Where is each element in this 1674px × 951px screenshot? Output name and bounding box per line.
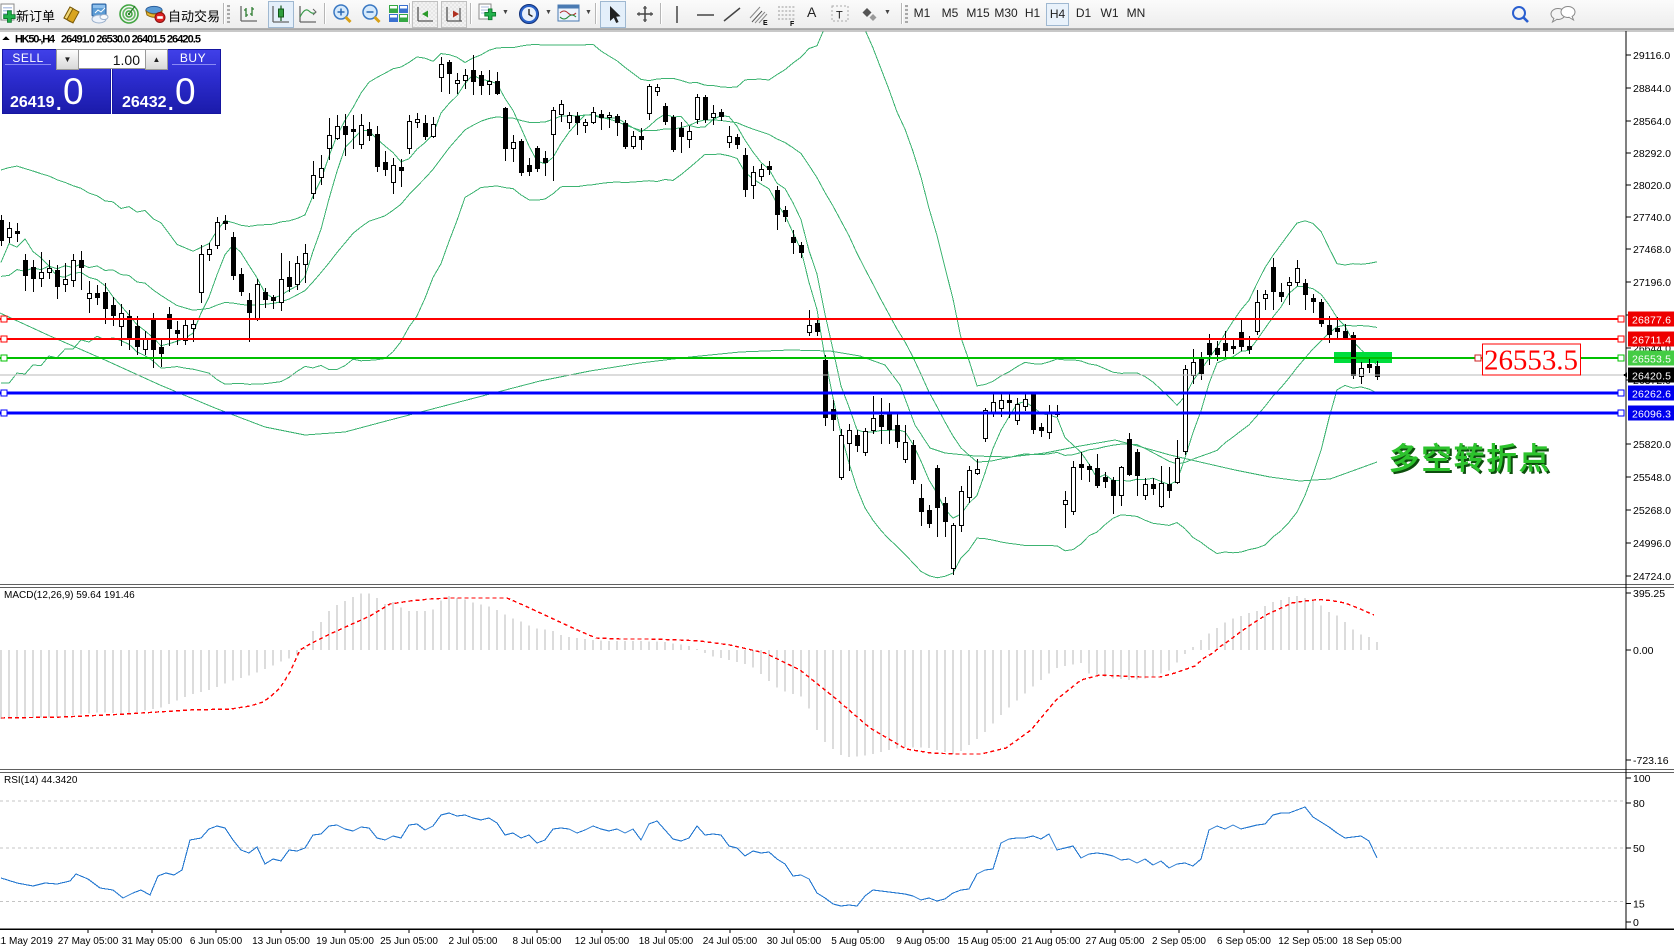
- svg-text:0: 0: [1633, 917, 1639, 929]
- svg-text:6 Jun 05:00: 6 Jun 05:00: [190, 936, 243, 947]
- svg-text:30 Jul 05:00: 30 Jul 05:00: [767, 936, 822, 947]
- svg-text:12 Sep 05:00: 12 Sep 05:00: [1278, 936, 1338, 947]
- svg-text:27196.0: 27196.0: [1633, 277, 1671, 289]
- svg-text:2 Jul 05:00: 2 Jul 05:00: [449, 936, 498, 947]
- svg-text:25820.0: 25820.0: [1633, 439, 1671, 451]
- svg-text:26096.3: 26096.3: [1632, 409, 1671, 421]
- svg-text:HK50-,H4: HK50-,H4: [15, 34, 56, 46]
- svg-text:26491.0 26530.0 26401.5 26420.: 26491.0 26530.0 26401.5 26420.5: [61, 34, 201, 46]
- svg-text:5 Aug 05:00: 5 Aug 05:00: [831, 936, 885, 947]
- svg-text:多空转折点: 多空转折点: [1389, 443, 1549, 476]
- svg-text:18 Sep 05:00: 18 Sep 05:00: [1342, 936, 1402, 947]
- svg-text:27 Aug 05:00: 27 Aug 05:00: [1086, 936, 1145, 947]
- svg-text:26553.5: 26553.5: [1632, 354, 1671, 366]
- svg-text:T: T: [836, 10, 843, 22]
- svg-text:25 Jun 05:00: 25 Jun 05:00: [380, 936, 438, 947]
- svg-text:27468.0: 27468.0: [1633, 244, 1671, 256]
- svg-text:26420.5: 26420.5: [1632, 371, 1671, 383]
- svg-text:8 Jul 05:00: 8 Jul 05:00: [513, 936, 562, 947]
- svg-text:26711.4: 26711.4: [1632, 335, 1671, 347]
- svg-text:31 May 05:00: 31 May 05:00: [122, 936, 183, 947]
- svg-text:24724.0: 24724.0: [1633, 571, 1671, 583]
- svg-text:15: 15: [1633, 899, 1645, 911]
- svg-text:100: 100: [1633, 773, 1651, 785]
- svg-text:28292.0: 28292.0: [1633, 148, 1671, 160]
- svg-text:80: 80: [1633, 798, 1645, 810]
- svg-text:-723.16: -723.16: [1633, 755, 1669, 767]
- svg-text:18 Jul 05:00: 18 Jul 05:00: [639, 936, 694, 947]
- svg-text:24 Jul 05:00: 24 Jul 05:00: [703, 936, 758, 947]
- svg-text:0.00: 0.00: [1633, 645, 1654, 657]
- svg-text:2 Sep 05:00: 2 Sep 05:00: [1152, 936, 1206, 947]
- svg-text:RSI(14) 44.3420: RSI(14) 44.3420: [4, 775, 78, 786]
- svg-text:27740.0: 27740.0: [1633, 212, 1671, 224]
- svg-text:19 Jun 05:00: 19 Jun 05:00: [316, 936, 374, 947]
- svg-text:6 Sep 05:00: 6 Sep 05:00: [1217, 936, 1271, 947]
- svg-text:27 May 05:00: 27 May 05:00: [58, 936, 119, 947]
- svg-text:395.25: 395.25: [1633, 588, 1665, 600]
- svg-text:28020.0: 28020.0: [1633, 180, 1671, 192]
- svg-text:15 Aug 05:00: 15 Aug 05:00: [958, 936, 1017, 947]
- svg-text:28564.0: 28564.0: [1633, 116, 1671, 128]
- svg-text:24996.0: 24996.0: [1633, 538, 1671, 550]
- svg-text:25548.0: 25548.0: [1633, 472, 1671, 484]
- svg-text:25268.0: 25268.0: [1633, 505, 1671, 517]
- svg-text:28844.0: 28844.0: [1633, 83, 1671, 95]
- svg-text:21 Aug 05:00: 21 Aug 05:00: [1022, 936, 1081, 947]
- svg-text:26877.6: 26877.6: [1632, 315, 1671, 327]
- svg-text:MACD(12,26,9) 59.64 191.46: MACD(12,26,9) 59.64 191.46: [4, 590, 135, 601]
- svg-text:50: 50: [1633, 843, 1645, 855]
- svg-text:12 Jul 05:00: 12 Jul 05:00: [575, 936, 630, 947]
- svg-text:26262.6: 26262.6: [1632, 389, 1671, 401]
- svg-text:26553.5: 26553.5: [1484, 345, 1578, 377]
- svg-text:21 May 2019: 21 May 2019: [0, 936, 53, 947]
- svg-text:9 Aug 05:00: 9 Aug 05:00: [896, 936, 950, 947]
- svg-text:E: E: [763, 20, 768, 27]
- svg-text:F: F: [790, 21, 795, 27]
- svg-text:29116.0: 29116.0: [1633, 50, 1670, 62]
- svg-text:13 Jun 05:00: 13 Jun 05:00: [252, 936, 310, 947]
